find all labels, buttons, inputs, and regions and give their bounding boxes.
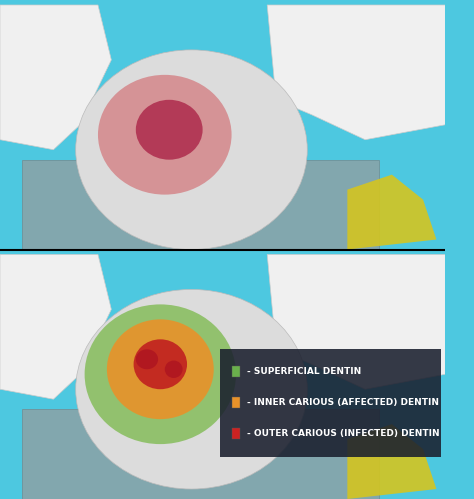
- FancyBboxPatch shape: [22, 160, 379, 250]
- FancyBboxPatch shape: [232, 428, 240, 439]
- Polygon shape: [347, 175, 437, 250]
- Text: - INNER CARIOUS (AFFECTED) DENTIN: - INNER CARIOUS (AFFECTED) DENTIN: [246, 398, 438, 407]
- Ellipse shape: [136, 349, 158, 369]
- Polygon shape: [347, 424, 437, 499]
- Ellipse shape: [165, 360, 182, 378]
- FancyBboxPatch shape: [232, 366, 240, 377]
- Ellipse shape: [107, 319, 214, 419]
- Polygon shape: [267, 5, 446, 140]
- FancyBboxPatch shape: [220, 349, 441, 457]
- Ellipse shape: [136, 100, 202, 160]
- Polygon shape: [267, 254, 446, 389]
- Text: - OUTER CARIOUS (INFECTED) DENTIN: - OUTER CARIOUS (INFECTED) DENTIN: [246, 429, 439, 438]
- Polygon shape: [0, 254, 111, 399]
- Ellipse shape: [98, 75, 232, 195]
- Polygon shape: [0, 5, 111, 150]
- FancyBboxPatch shape: [232, 397, 240, 408]
- Ellipse shape: [134, 339, 187, 389]
- Text: - SUPERFICIAL DENTIN: - SUPERFICIAL DENTIN: [246, 367, 361, 376]
- FancyBboxPatch shape: [22, 409, 379, 499]
- Ellipse shape: [76, 289, 307, 489]
- Ellipse shape: [85, 304, 236, 444]
- Ellipse shape: [76, 50, 307, 250]
